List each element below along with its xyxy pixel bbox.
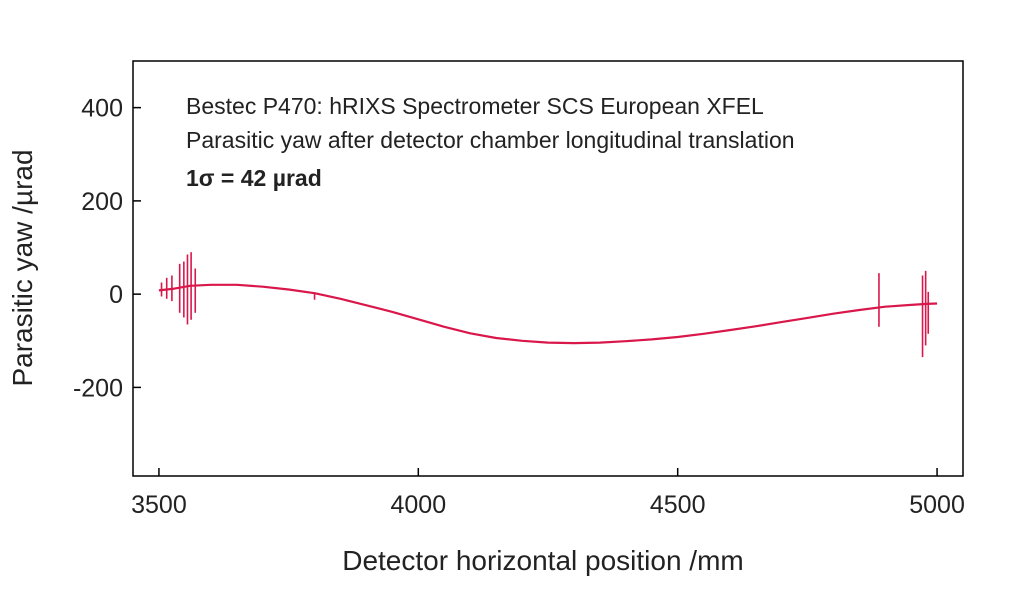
x-axis-label: Detector horizontal position /mm (342, 545, 744, 576)
annotation-line-1: Bestec P470: hRIXS Spectrometer SCS Euro… (186, 93, 764, 119)
x-tick-label: 4500 (650, 491, 706, 519)
x-tick-label: 5000 (909, 491, 965, 519)
y-tick-label: 200 (81, 188, 123, 216)
x-tick-label: 3500 (131, 491, 187, 519)
y-tick-label: 400 (81, 95, 123, 123)
annotation-line-3: 1σ = 42 µrad (186, 165, 322, 191)
y-axis-label: Parasitic yaw /µrad (7, 149, 38, 386)
series-line (158, 283, 938, 345)
x-tick-label: 4000 (391, 491, 447, 519)
y-tick-label: 0 (109, 281, 123, 309)
annotation-line-2: Parasitic yaw after detector chamber lon… (186, 127, 795, 153)
plot-frame (132, 60, 964, 477)
y-tick-label: -200 (73, 374, 123, 402)
